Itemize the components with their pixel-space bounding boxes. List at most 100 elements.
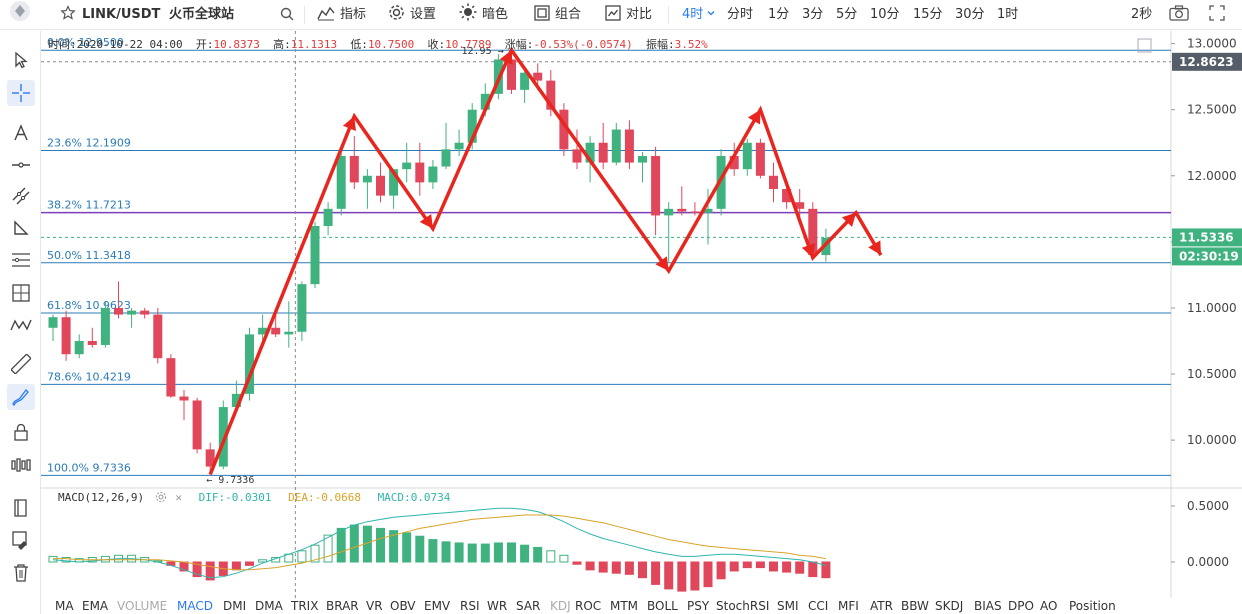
compare-button[interactable]: 对比 bbox=[605, 0, 652, 30]
candle-body bbox=[703, 208, 713, 213]
chart-background bbox=[41, 31, 1242, 598]
crosshair-icon[interactable] bbox=[7, 80, 35, 106]
exchange-name[interactable]: 火币全球站 bbox=[169, 7, 235, 22]
sun-icon bbox=[459, 3, 477, 21]
price-tick-label: 10.5000 bbox=[1187, 367, 1237, 381]
indicator-tab-position[interactable]: Position bbox=[1069, 599, 1116, 613]
indicator-tab-atr[interactable]: ATR bbox=[870, 599, 893, 613]
indicator-tab-wr[interactable]: WR bbox=[487, 599, 508, 613]
template-icon[interactable] bbox=[7, 495, 35, 521]
macd-settings-icon[interactable] bbox=[155, 491, 167, 506]
indicator-tab-psy[interactable]: PSY bbox=[687, 599, 710, 613]
candle-body bbox=[428, 166, 438, 183]
trash-icon[interactable] bbox=[7, 560, 35, 586]
indicator-tab-ma[interactable]: MA bbox=[55, 599, 74, 613]
combine-button[interactable]: 组合 bbox=[534, 0, 581, 30]
arrowhead bbox=[342, 116, 356, 131]
price-chart[interactable]: 13.000012.500012.000011.500011.000010.50… bbox=[41, 31, 1242, 598]
combine-label: 组合 bbox=[555, 7, 582, 22]
open-label: 开: bbox=[195, 38, 214, 51]
interval-10m[interactable]: 10分 bbox=[870, 7, 900, 22]
indicator-tab-cci[interactable]: CCI bbox=[808, 599, 829, 613]
macd-histogram-bar bbox=[507, 542, 516, 563]
triangle-tool-icon[interactable] bbox=[7, 215, 35, 241]
macd-histogram-bar bbox=[703, 561, 713, 588]
indicator-tab-ao[interactable]: AO bbox=[1040, 599, 1058, 613]
indicator-tab-rsi[interactable]: RSI bbox=[460, 599, 480, 613]
interval-15m[interactable]: 15分 bbox=[913, 7, 943, 22]
interval-1m[interactable]: 1分 bbox=[768, 7, 790, 22]
favorite-star-icon[interactable] bbox=[60, 0, 81, 30]
indicator-tab-mfi[interactable]: MFI bbox=[838, 599, 859, 613]
interval-active-label: 4时 bbox=[682, 7, 704, 22]
candle-body bbox=[231, 393, 241, 408]
wave-pattern-icon[interactable] bbox=[7, 312, 35, 338]
interval-1h[interactable]: 1时 bbox=[997, 7, 1019, 22]
indicator-tab-dma[interactable]: DMA bbox=[255, 599, 283, 613]
indicator-tab-bias[interactable]: BIAS bbox=[974, 599, 1002, 613]
horizontal-line-icon[interactable] bbox=[7, 152, 35, 178]
candle-body bbox=[480, 93, 490, 110]
indicator-tab-ema[interactable]: EMA bbox=[82, 599, 109, 613]
time-value: 2020-10-22 04:00 bbox=[76, 38, 183, 51]
symbol-search-icon[interactable] bbox=[280, 0, 299, 30]
indicator-tab-volume[interactable]: VOLUME bbox=[117, 599, 168, 613]
indicator-tab-brar[interactable]: BRAR bbox=[326, 599, 359, 613]
theme-button[interactable]: 暗色 bbox=[459, 0, 508, 30]
candle-body bbox=[218, 407, 228, 467]
candle-body bbox=[454, 142, 464, 150]
symbol-name[interactable]: LINK/USDT bbox=[82, 7, 161, 22]
candle-body bbox=[376, 175, 385, 196]
interval-30m[interactable]: 30分 bbox=[955, 7, 985, 22]
interval-5m[interactable]: 5分 bbox=[836, 7, 858, 22]
macd-histogram-bar bbox=[231, 561, 241, 571]
dea-label: DEA: bbox=[288, 491, 315, 504]
macd-histogram-bar bbox=[415, 535, 425, 563]
indicator-tab-emv[interactable]: EMV bbox=[424, 599, 451, 613]
indicator-tab-smi[interactable]: SMI bbox=[777, 599, 799, 613]
candle-body bbox=[624, 129, 634, 163]
indicator-tab-kdj[interactable]: KDJ bbox=[550, 599, 571, 613]
candle-body bbox=[271, 327, 281, 335]
camera-icon[interactable] bbox=[1169, 0, 1194, 30]
magnet-icon[interactable] bbox=[7, 452, 35, 478]
cursor-arrow-icon[interactable] bbox=[7, 47, 35, 73]
indicator-tab-dpo[interactable]: DPO bbox=[1008, 599, 1034, 613]
refresh-interval[interactable]: 2秒 bbox=[1131, 7, 1153, 22]
indicator-tab-obv[interactable]: OBV bbox=[390, 599, 416, 613]
macd-histogram-bar bbox=[729, 561, 739, 572]
indicator-tab-roc[interactable]: ROC bbox=[575, 599, 602, 613]
text-tool-icon[interactable] bbox=[7, 120, 35, 146]
macd-histogram-bar bbox=[336, 527, 346, 563]
indicator-tab-mtm[interactable]: MTM bbox=[610, 599, 639, 613]
measure-range-icon[interactable] bbox=[7, 280, 35, 306]
high-value: 11.1313 bbox=[290, 38, 338, 51]
lock-icon[interactable] bbox=[7, 419, 35, 445]
fullscreen-icon[interactable] bbox=[1209, 0, 1230, 30]
interval-timeline[interactable]: 分时 bbox=[727, 7, 754, 22]
candle-body bbox=[258, 327, 268, 335]
macd-close-icon[interactable]: ✕ bbox=[175, 491, 182, 504]
indicators-button[interactable]: 指标 bbox=[317, 0, 366, 30]
fib-retracement-icon[interactable] bbox=[7, 247, 35, 273]
compare-icon bbox=[605, 5, 621, 21]
ruler-icon[interactable] bbox=[7, 351, 35, 377]
parallel-channel-icon[interactable] bbox=[7, 183, 35, 209]
edit-drawings-icon[interactable] bbox=[7, 527, 35, 553]
indicator-tab-skdj[interactable]: SKDJ bbox=[935, 599, 964, 613]
indicator-tab-sar[interactable]: SAR bbox=[516, 599, 541, 613]
indicator-tab-bbw[interactable]: BBW bbox=[901, 599, 929, 613]
indicator-tab-vr[interactable]: VR bbox=[366, 599, 383, 613]
indicator-tab-macd[interactable]: MACD bbox=[177, 599, 213, 613]
dea-line bbox=[53, 514, 826, 571]
indicator-tab-stochrsi[interactable]: StochRSI bbox=[716, 599, 770, 613]
settings-button[interactable]: 设置 bbox=[388, 0, 436, 30]
brush-icon[interactable] bbox=[7, 384, 35, 410]
interval-3m[interactable]: 3分 bbox=[802, 7, 824, 22]
indicator-tab-trix[interactable]: TRIX bbox=[291, 599, 319, 613]
candle-body bbox=[769, 175, 778, 189]
candle-body bbox=[284, 331, 294, 335]
interval-active[interactable]: 4时 bbox=[682, 0, 721, 30]
indicator-tab-boll[interactable]: BOLL bbox=[647, 599, 678, 613]
indicator-tab-dmi[interactable]: DMI bbox=[223, 599, 247, 613]
